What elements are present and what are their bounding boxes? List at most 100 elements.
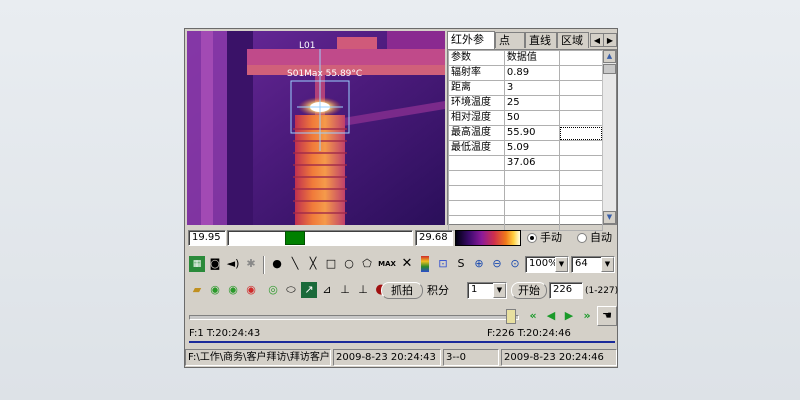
scroll-down-icon[interactable]: ▼ xyxy=(603,211,616,224)
frame-range-label: (1-227) xyxy=(585,286,619,296)
param-extra xyxy=(558,110,604,126)
palette-tool-icon[interactable] xyxy=(421,256,429,272)
cross-line-tool-icon[interactable]: ╳ xyxy=(309,257,317,270)
parameter-panel: 红外参数 点 直线 区域 ◀ ▶ 参数 数据值 辐射率 0.89 距离 xyxy=(447,31,617,231)
param-name: 辐射率 xyxy=(448,65,505,81)
record-icon[interactable]: ◎ xyxy=(268,283,278,296)
trend-tool-icon[interactable]: ⊿ xyxy=(322,283,332,296)
table-row xyxy=(448,170,604,186)
playback-toolbar: ▰ ◉ ◉ ◉ ◎ ⬭ ↗ ⊿ ⊥ ⊥ ● 抓拍 积分 1 ▼ 开始 226 (… xyxy=(187,279,619,301)
toolbar-separator xyxy=(263,256,265,274)
spot-max-label: S01Max 55.89°C xyxy=(287,69,363,79)
timeline-end-info: F:226 T:20:24:46 xyxy=(487,328,571,339)
status-file-path: F:\工作\商务\客户拜访\拜访客户 xyxy=(185,349,331,366)
pause-icon[interactable]: ◉ xyxy=(228,283,238,296)
chevron-down-icon[interactable]: ▼ xyxy=(493,283,506,298)
chevron-down-icon[interactable]: ▼ xyxy=(555,257,568,272)
param-value[interactable]: 55.90 xyxy=(503,125,560,141)
param-value[interactable]: 50 xyxy=(503,110,560,126)
stats-tool-icon[interactable]: S xyxy=(457,257,465,270)
zoom-in-icon[interactable]: ⊕ xyxy=(474,257,484,270)
panel-tabs: 红外参数 点 直线 区域 ◀ ▶ xyxy=(447,31,617,62)
status-frames: 3--0 xyxy=(443,349,499,366)
open-folder-icon[interactable]: ▰ xyxy=(192,283,202,296)
table-row[interactable]: 最低温度 5.09 xyxy=(448,140,604,156)
table-row[interactable]: 距离 3 xyxy=(448,80,604,96)
table-row[interactable]: 环境温度 25 xyxy=(448,95,604,111)
param-value[interactable]: 5.09 xyxy=(503,140,560,156)
camera-icon[interactable]: ◙ xyxy=(209,257,221,270)
timeline-thumb[interactable] xyxy=(505,309,516,324)
delete-tool-icon[interactable]: ✕ xyxy=(401,256,413,271)
zoom-out-icon[interactable]: ⊖ xyxy=(492,257,502,270)
mark-end-icon[interactable]: ⊥ xyxy=(358,283,368,296)
prev-frame-icon[interactable]: ◀ xyxy=(546,309,556,322)
param-value[interactable]: 37.06 xyxy=(503,155,560,171)
last-frame-icon[interactable]: » xyxy=(583,309,591,322)
ellipse-tool-icon[interactable]: ○ xyxy=(344,257,354,270)
stop-icon[interactable]: ◉ xyxy=(246,283,256,296)
param-value[interactable]: 0.89 xyxy=(503,65,560,81)
max-tool-icon[interactable]: MAX xyxy=(378,260,396,268)
next-frame-icon[interactable]: ▶ xyxy=(564,309,574,322)
range-min-field[interactable]: 19.95 xyxy=(188,230,226,246)
polygon-tool-icon[interactable]: ⬠ xyxy=(362,257,372,270)
palette-level-value: 64 xyxy=(575,258,588,269)
timeline-divider xyxy=(189,341,615,343)
tab-point[interactable]: 点 xyxy=(495,32,525,48)
hand-tool-icon[interactable]: ☚ xyxy=(597,306,617,326)
parameter-scrollbar[interactable]: ▲ ▼ xyxy=(602,50,616,224)
first-frame-icon[interactable]: « xyxy=(529,309,537,322)
timeline-track[interactable] xyxy=(189,315,519,320)
palette-level-select[interactable]: 64 ▼ xyxy=(571,256,615,273)
point-tool-icon[interactable]: ● xyxy=(272,257,282,270)
chevron-down-icon[interactable]: ▼ xyxy=(601,257,614,272)
range-swatch[interactable] xyxy=(285,231,305,245)
layout-tool-icon[interactable]: ⊡ xyxy=(438,257,448,270)
param-extra-selected[interactable] xyxy=(558,125,604,141)
speaker-icon[interactable]: ◄) xyxy=(226,257,240,270)
mark-start-icon[interactable]: ⊥ xyxy=(340,283,350,296)
table-row[interactable]: 最高温度 55.90 xyxy=(448,125,604,141)
parameter-table: 参数 数据值 辐射率 0.89 距离 3 环境温度 25 xyxy=(448,50,604,231)
status-bar: F:\工作\商务\客户拜访\拜访客户 2009-8-23 20:24:43 3-… xyxy=(185,347,617,367)
zoom-fit-icon[interactable]: ⊙ xyxy=(510,257,520,270)
frame-number-input[interactable]: 226 xyxy=(549,282,583,299)
param-name: 相对湿度 xyxy=(448,110,505,126)
column-header-extra xyxy=(558,50,604,66)
image-tool-icon[interactable]: ▦ xyxy=(189,256,205,272)
tab-ir-params[interactable]: 红外参数 xyxy=(447,31,495,62)
integrate-select[interactable]: 1 ▼ xyxy=(467,282,507,299)
auto-mode-label: 自动 xyxy=(590,231,612,244)
thermal-image-view[interactable]: L01 S01Max 55.89°C xyxy=(187,31,445,225)
tab-scroll-right-icon[interactable]: ▶ xyxy=(603,33,617,47)
chart-tool-icon[interactable]: ↗ xyxy=(301,282,317,298)
color-palette-bar[interactable] xyxy=(455,230,521,246)
start-button[interactable]: 开始 xyxy=(511,282,547,299)
zoom-value: 100% xyxy=(529,258,558,269)
capture-button[interactable]: 抓拍 xyxy=(381,282,423,299)
tab-scroll-left-icon[interactable]: ◀ xyxy=(590,33,604,47)
manual-mode-radio[interactable] xyxy=(527,233,537,243)
zoom-select[interactable]: 100% ▼ xyxy=(525,256,569,273)
param-value[interactable]: 3 xyxy=(503,80,560,96)
table-row[interactable]: 相对湿度 50 xyxy=(448,110,604,126)
param-extra xyxy=(558,155,604,171)
table-row[interactable]: 37.06 xyxy=(448,155,604,171)
manual-mode-label: 手动 xyxy=(540,231,562,244)
scroll-up-icon[interactable]: ▲ xyxy=(603,50,616,63)
mute-icon[interactable]: ✱ xyxy=(246,257,256,270)
auto-mode-radio[interactable] xyxy=(577,233,587,243)
loop-icon[interactable]: ⬭ xyxy=(286,283,296,296)
rectangle-tool-icon[interactable]: □ xyxy=(325,257,337,270)
param-value[interactable]: 25 xyxy=(503,95,560,111)
tab-region[interactable]: 区域 xyxy=(557,32,589,48)
range-track[interactable] xyxy=(227,230,413,246)
table-row[interactable]: 辐射率 0.89 xyxy=(448,65,604,81)
range-max-field[interactable]: 29.68 xyxy=(415,230,453,246)
play-icon[interactable]: ◉ xyxy=(210,283,220,296)
tab-line[interactable]: 直线 xyxy=(525,32,557,48)
table-row xyxy=(448,215,604,231)
line-tool-icon[interactable]: ╲ xyxy=(291,257,299,270)
scroll-thumb[interactable] xyxy=(603,64,616,74)
